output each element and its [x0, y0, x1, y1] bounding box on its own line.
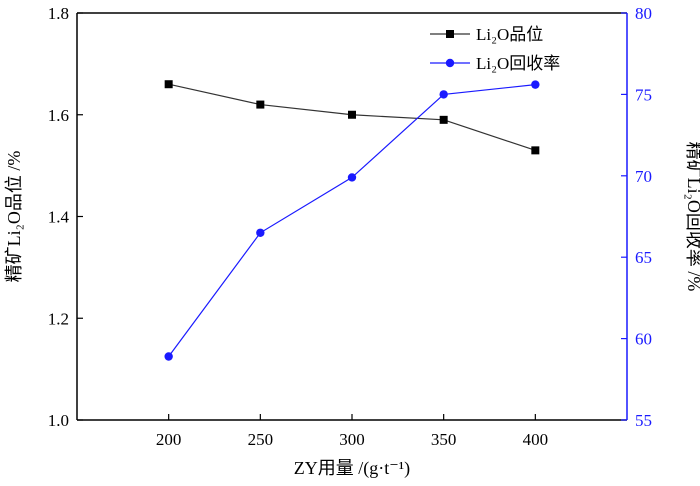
- axes-group: 200 250 300 350 400 1.0 1.2 1.4 1.6 1.8 55 60 65 70 75…: [4, 4, 700, 479]
- y-right-tick-label: 60: [635, 330, 652, 349]
- legend-marker-square: [446, 30, 454, 38]
- data-point-circle: [531, 80, 540, 89]
- legend-marker-circle: [445, 58, 455, 68]
- y-left-tick-label: 1.2: [48, 309, 69, 328]
- y-left-tick-label: 1.4: [48, 208, 70, 227]
- legend-label-1: Li₂O回收率: [476, 54, 560, 73]
- series-group: [164, 80, 540, 361]
- data-point-circle: [256, 228, 265, 237]
- y-left-tick-label: 1.6: [48, 106, 69, 125]
- y-left-axis-label: 精矿Li₂O品位 /%: [4, 151, 24, 283]
- data-point-square: [256, 100, 265, 109]
- y-right-tick-label: 80: [635, 4, 652, 23]
- y-left-tick-label: 1.8: [48, 4, 69, 23]
- y-left-tick-label: 1.0: [48, 411, 69, 430]
- legend: Li₂O品位 Li₂O回收率: [430, 25, 560, 73]
- data-point-circle: [347, 173, 357, 182]
- x-tick-label: 350: [431, 430, 457, 449]
- data-point-square: [164, 80, 173, 89]
- y-right-tick-label: 75: [635, 85, 652, 104]
- data-point-square: [439, 115, 448, 124]
- x-tick-label: 400: [523, 430, 549, 449]
- y-right-tick-label: 70: [635, 167, 652, 186]
- x-tick-label: 200: [156, 430, 182, 449]
- data-point-circle: [164, 352, 173, 361]
- data-point-square: [348, 110, 356, 119]
- x-axis-label: ZY用量 /(g·t⁻¹): [294, 458, 410, 479]
- series-line-1: [168, 84, 536, 357]
- x-tick-label: 250: [248, 430, 274, 449]
- data-point-square: [531, 146, 540, 155]
- legend-label-0: Li₂O品位: [476, 25, 543, 44]
- y-right-axis-label: 精矿Li₂O回收率 /%: [684, 142, 700, 292]
- x-tick-label: 300: [339, 430, 365, 449]
- data-point-circle: [439, 90, 448, 99]
- y-right-tick-label: 55: [635, 411, 652, 430]
- y-right-tick-label: 65: [635, 248, 652, 267]
